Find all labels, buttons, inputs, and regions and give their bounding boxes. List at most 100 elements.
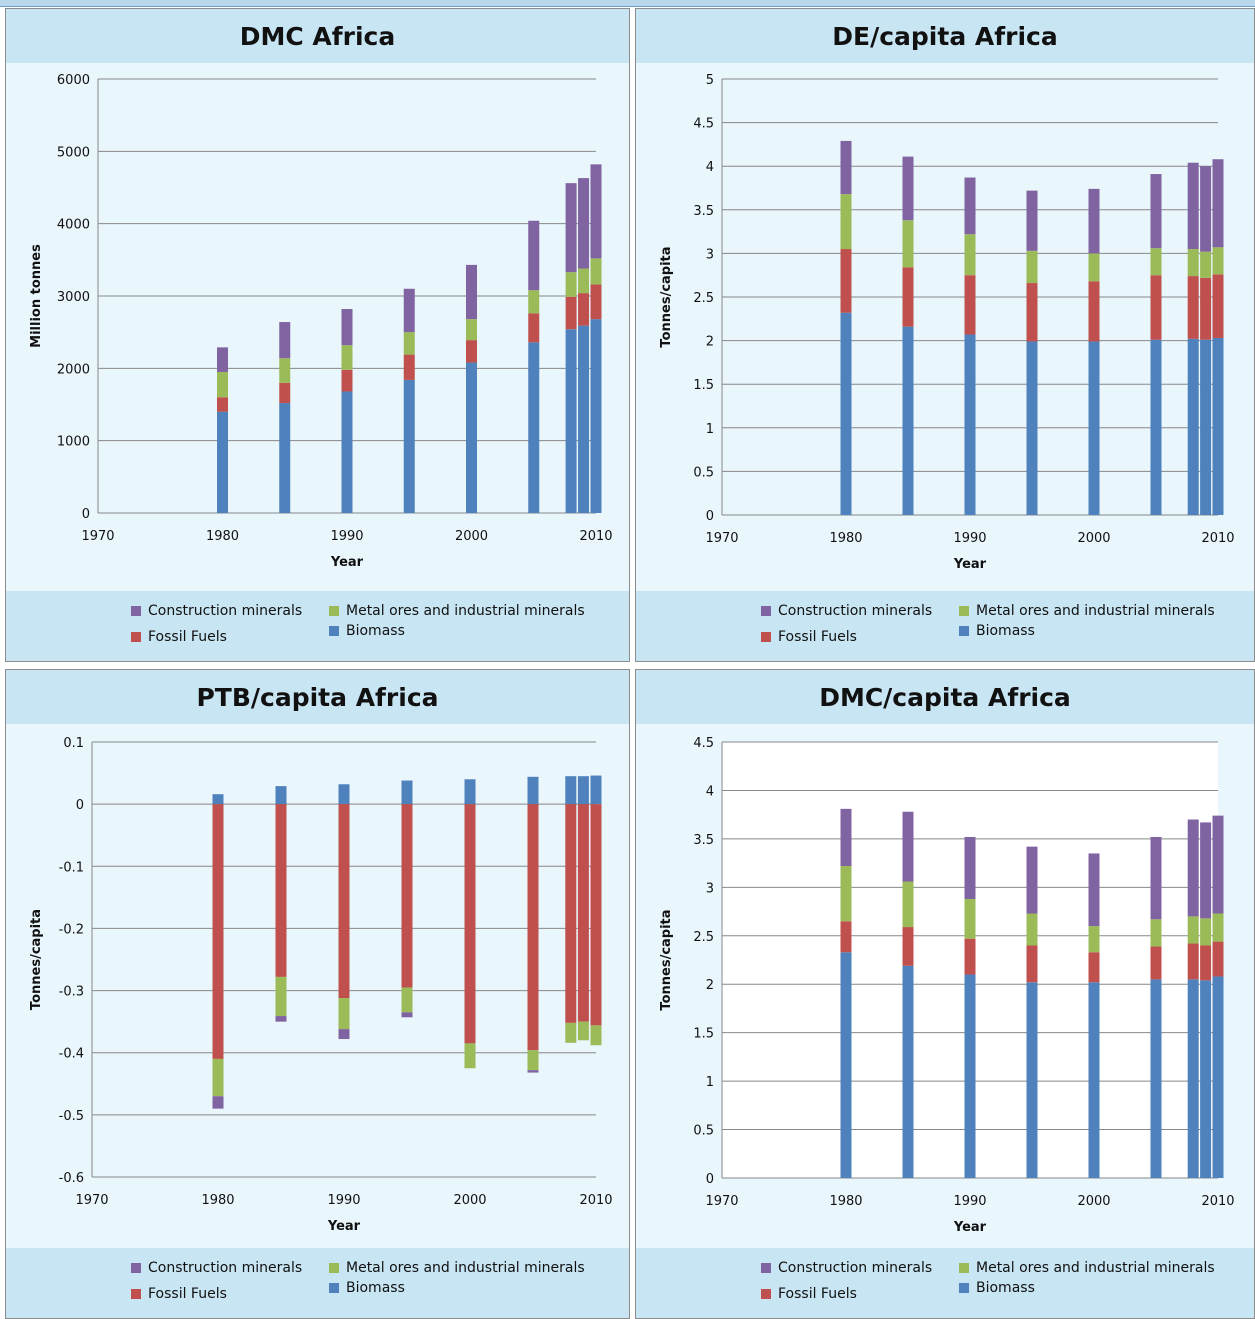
legend-item-biomass: Biomass — [329, 1280, 405, 1296]
bar-segment-construction — [578, 178, 590, 269]
x-tick-label: 1980 — [206, 529, 239, 544]
y-tick-label: 1 — [706, 422, 714, 437]
bar-segment-metal — [401, 987, 413, 1013]
legend-label-biomass: Biomass — [976, 1280, 1035, 1296]
chart-title: DE/capita Africa — [636, 9, 1254, 63]
legend-swatch-fossil — [761, 1289, 771, 1299]
bar-segment-biomass — [840, 952, 852, 1178]
x-axis-title: Year — [953, 1220, 987, 1235]
x-tick-label: 1990 — [953, 1194, 986, 1209]
chart-legend: Construction minerals Metal ores and ind… — [6, 591, 629, 661]
legend-label-construction: Construction minerals — [778, 603, 933, 619]
bar-segment-biomass — [1187, 338, 1199, 515]
legend-swatch-metal — [959, 1263, 969, 1273]
y-tick-label: -0.4 — [59, 1047, 84, 1062]
bar-segment-fossil — [1088, 281, 1100, 342]
bar-segment-metal — [1187, 916, 1199, 944]
bar-segment-construction — [1088, 853, 1100, 927]
y-tick-label: 2 — [706, 978, 714, 993]
bar-segment-metal — [565, 272, 577, 297]
chart-panel-dmc-capita: DMC/capita Africa 0 0.5 1 1.5 2 2.5 3 3.5 4 4.5 19… — [635, 669, 1255, 1319]
bar-segment-construction — [1212, 159, 1224, 248]
chart-legend: Construction minerals Metal ores and ind… — [636, 1248, 1254, 1318]
legend-label-construction: Construction minerals — [778, 1260, 933, 1276]
x-tick-label: 1980 — [829, 531, 862, 546]
y-tick-label: 0 — [82, 507, 90, 522]
bar-segment-metal — [590, 258, 602, 285]
chart-plot: 0 1000 2000 3000 4000 5000 6000 1970 1980 1990 200… — [29, 73, 613, 570]
legend-label-biomass: Biomass — [346, 623, 405, 639]
bar-segment-biomass — [466, 362, 477, 513]
bar-segment-fossil — [1200, 277, 1212, 340]
y-tick-label: 1000 — [57, 435, 90, 450]
bar-segment-construction — [1200, 822, 1212, 919]
legend-swatch-construction — [761, 606, 771, 616]
bar-segment-metal — [964, 234, 976, 276]
bar-segment-fossil — [902, 267, 914, 327]
bar-segment-fossil — [527, 804, 539, 1051]
legend-swatch-biomass — [329, 1283, 339, 1293]
legend-swatch-fossil — [131, 1289, 141, 1299]
legend-label-metal: Metal ores and industrial minerals — [346, 1260, 585, 1276]
bar-segment-metal — [1150, 248, 1162, 276]
bar-segment-biomass — [403, 379, 415, 513]
bar-segment-fossil — [1150, 275, 1162, 340]
legend-item-fossil: Fossil Fuels — [761, 629, 857, 645]
x-tick-label: 1970 — [81, 529, 114, 544]
x-tick-label: 1970 — [705, 1194, 738, 1209]
bar-segment-biomass — [1026, 341, 1038, 515]
x-tick-label: 1980 — [201, 1193, 234, 1208]
bar-segment-biomass — [902, 965, 914, 1178]
y-tick-label: 0 — [706, 509, 714, 524]
y-tick-label: 1.5 — [693, 1027, 714, 1042]
bar-segment-biomass — [1150, 979, 1162, 1178]
y-tick-label: -0.6 — [59, 1171, 84, 1186]
legend-label-metal: Metal ores and industrial minerals — [976, 1260, 1215, 1276]
bar-segment-fossil — [212, 804, 224, 1059]
chart-panel-de-capita: DE/capita Africa 0 0.5 1 1.5 2 2.5 3 3.5 4 4.5 5 19… — [635, 8, 1255, 662]
chart-legend: Construction minerals Metal ores and ind… — [636, 591, 1254, 661]
bar-segment-fossil — [590, 804, 602, 1026]
bar-segment-construction — [902, 811, 914, 882]
bar-segment-biomass — [1200, 339, 1212, 515]
legend-item-metal: Metal ores and industrial minerals — [959, 1260, 1215, 1276]
bar-segment-fossil — [466, 340, 477, 363]
bar-segment-biomass — [1200, 980, 1212, 1178]
bar-segment-biomass — [902, 326, 914, 515]
bar-segment-construction — [902, 156, 914, 221]
y-tick-label: 4 — [706, 784, 714, 799]
y-tick-label: 4.5 — [693, 736, 714, 751]
chart-plot: 0 0.5 1 1.5 2 2.5 3 3.5 4 4.5 1970 1980 1990 2000 2010… — [659, 736, 1235, 1235]
bar-segment-metal — [1212, 247, 1224, 275]
bar-segment-construction — [466, 264, 477, 320]
bar-segment-biomass — [565, 776, 577, 805]
bar-segment-metal — [464, 1043, 476, 1069]
legend-item-biomass: Biomass — [959, 623, 1035, 639]
bar-segment-metal — [528, 290, 540, 314]
bar-segment-metal — [1200, 918, 1212, 946]
legend-item-fossil: Fossil Fuels — [131, 629, 227, 645]
legend-swatch-metal — [329, 1263, 339, 1273]
x-tick-label: 2000 — [1077, 1194, 1110, 1209]
bar-segment-fossil — [1200, 945, 1212, 981]
bar-segment-biomass — [275, 786, 287, 805]
bar-segment-construction — [401, 1012, 413, 1018]
bar-segment-metal — [466, 319, 477, 341]
bar-segment-metal — [527, 1050, 539, 1071]
legend-swatch-biomass — [959, 1283, 969, 1293]
bar-segment-fossil — [401, 804, 413, 988]
legend-swatch-biomass — [959, 626, 969, 636]
chart-plot: 0 0.5 1 1.5 2 2.5 3 3.5 4 4.5 5 1970 1980 1990 2000 201… — [659, 73, 1235, 572]
bar-segment-construction — [1200, 166, 1212, 252]
bar-segment-biomass — [577, 776, 589, 805]
bar-segment-fossil — [578, 293, 590, 326]
legend-item-biomass: Biomass — [329, 623, 405, 639]
bar-segment-fossil — [840, 921, 852, 953]
bar-segment-biomass — [527, 776, 539, 805]
legend-item-metal: Metal ores and industrial minerals — [959, 603, 1215, 619]
bar-segment-metal — [1026, 913, 1038, 946]
y-tick-label: -0.3 — [59, 985, 84, 1000]
bar-segment-fossil — [590, 284, 602, 320]
bar-segment-biomass — [590, 319, 602, 513]
bar-segment-biomass — [1088, 341, 1100, 515]
